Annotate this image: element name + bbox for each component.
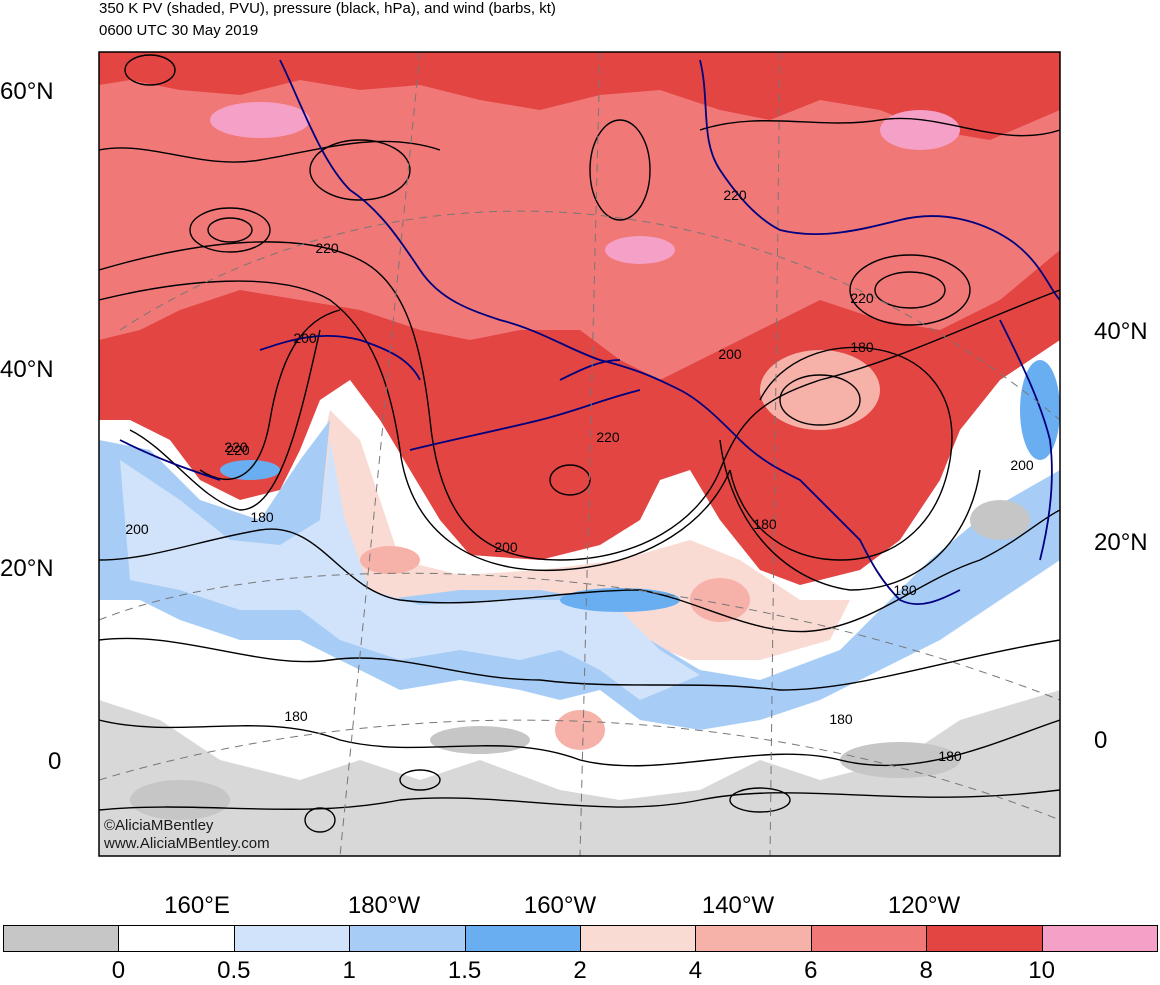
colorbar-label: 10: [1028, 957, 1055, 984]
lat-label-40n-right: 40°N: [1094, 318, 1148, 345]
pv-shading-layer: [99, 52, 1060, 856]
colorbar-swatch: [233, 925, 351, 952]
lat-label-equator-right: 0: [1094, 727, 1108, 754]
lon-label-160w: 160°W: [523, 892, 597, 919]
lat-label-20n: 20°N: [0, 555, 54, 582]
lat-label-equator: 0: [48, 748, 62, 775]
colorbar-label: 1: [342, 957, 356, 984]
contour-label: 180: [850, 339, 874, 355]
contour-label: 200: [494, 539, 518, 555]
contour-label: 180: [938, 748, 962, 764]
colorbar-label: 0.5: [217, 957, 251, 984]
colorbar-swatch: [3, 925, 120, 952]
contour-label: 180: [250, 509, 274, 525]
colorbar-label: 8: [919, 957, 933, 984]
colorbar-label: 0: [111, 957, 126, 984]
coastlines: [119, 59, 1060, 605]
contour-label: 180: [893, 582, 917, 598]
colorbar-swatch: [464, 925, 581, 952]
contour-label: 220: [224, 439, 248, 455]
contour-label: 200: [1010, 457, 1034, 473]
contour-label: 200: [125, 521, 149, 537]
map-frame: [98, 51, 1061, 857]
lat-label-60n: 60°N: [0, 78, 54, 105]
lon-label-120w: 120°W: [887, 892, 961, 919]
contour-label: 220: [723, 187, 747, 203]
contour-label: 220: [315, 240, 339, 256]
colorbar-label: 4: [688, 957, 703, 984]
colorbar-label: 1.5: [447, 957, 482, 984]
contour-label: 220: [226, 442, 250, 458]
contour-label-layer: 2202002202202001802001802202202202001802…: [125, 187, 1034, 764]
contour-label: 180: [284, 708, 308, 724]
pressure-contours: [99, 54, 1060, 833]
map-valid-time: 0600 UTC 30 May 2019: [99, 22, 259, 39]
contour-label: 200: [718, 346, 742, 362]
lon-label-160e: 160°E: [164, 892, 230, 919]
contour-label: 180: [753, 516, 777, 532]
colorbar-swatch: [926, 925, 1043, 952]
lon-label-140w: 140°W: [701, 892, 775, 919]
contour-label: 220: [850, 290, 874, 306]
lon-label-180w: 180°W: [347, 892, 421, 919]
contour-label: 220: [596, 429, 620, 445]
colorbar-swatch: [349, 925, 466, 952]
colorbar-swatch: [695, 925, 812, 952]
colorbar-swatch: [118, 925, 235, 952]
colorbar-swatch: [1041, 925, 1158, 952]
map-title: 350 K PV (shaded, PVU), pressure (black,…: [99, 0, 556, 17]
lat-label-40n: 40°N: [0, 356, 54, 383]
credit-website: www.AliciaMBentley.com: [104, 835, 270, 852]
contour-label: 180: [829, 711, 853, 727]
colorbar-swatch: [580, 925, 697, 952]
colorbar-swatch: [810, 925, 928, 952]
lat-label-20n-right: 20°N: [1094, 529, 1148, 556]
colorbar-label: 2: [573, 957, 587, 984]
credit-handle: ©AliciaMBentley: [104, 817, 214, 834]
colorbar-label: 6: [804, 957, 818, 984]
graticule: [99, 52, 1060, 856]
contour-label: 200: [293, 330, 317, 346]
